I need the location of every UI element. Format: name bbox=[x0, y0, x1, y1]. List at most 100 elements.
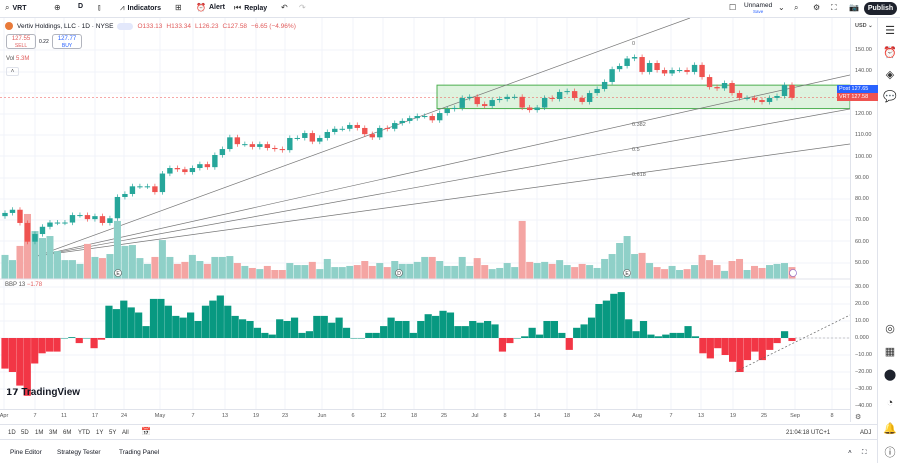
candle[interactable] bbox=[9, 209, 16, 213]
tradingview-logo[interactable]: 𝟭𝟳 TradingView bbox=[6, 387, 81, 398]
candle[interactable] bbox=[204, 164, 211, 168]
candle[interactable] bbox=[452, 107, 458, 110]
candle[interactable] bbox=[601, 81, 608, 89]
candle[interactable] bbox=[481, 104, 488, 107]
settings-button[interactable]: ⚙ bbox=[813, 3, 820, 12]
candle[interactable] bbox=[24, 222, 31, 242]
collapse-panel-icon[interactable]: ˄ bbox=[848, 449, 852, 456]
buy-button[interactable]: 127.77 BUY bbox=[52, 34, 82, 49]
alarm-clock-icon[interactable]: ⏰ bbox=[883, 47, 897, 59]
publish-button[interactable]: Publish bbox=[864, 2, 897, 15]
event-marker-dividend[interactable]: D bbox=[395, 269, 403, 278]
candle[interactable] bbox=[317, 137, 323, 142]
candle[interactable] bbox=[377, 127, 383, 138]
candle[interactable] bbox=[654, 62, 660, 71]
candle[interactable] bbox=[264, 144, 271, 148]
candle[interactable] bbox=[519, 96, 525, 108]
candle[interactable] bbox=[496, 98, 503, 101]
event-marker-earnings[interactable]: E bbox=[623, 269, 631, 278]
chart-canvas[interactable]: E D E 0 0.382 0.5 0.618 bbox=[0, 18, 850, 409]
candle[interactable] bbox=[556, 91, 563, 99]
candle[interactable] bbox=[676, 70, 683, 72]
range-button-5d[interactable]: 5D bbox=[21, 430, 29, 436]
candle[interactable] bbox=[714, 87, 720, 89]
fib-fan-line[interactable] bbox=[36, 18, 691, 257]
candle[interactable] bbox=[384, 127, 390, 129]
candle[interactable] bbox=[362, 127, 368, 135]
candle[interactable] bbox=[437, 113, 443, 121]
candle[interactable] bbox=[684, 70, 690, 72]
range-button-ytd[interactable]: YTD bbox=[78, 430, 90, 436]
candle[interactable] bbox=[159, 173, 166, 193]
chat-icon[interactable]: 💬 bbox=[883, 91, 897, 103]
candle[interactable] bbox=[504, 96, 510, 99]
bell-icon[interactable]: 🔔 bbox=[883, 423, 897, 435]
help-icon[interactable]: ⓘ bbox=[884, 447, 896, 459]
adjust-button[interactable]: ADJ bbox=[860, 430, 872, 436]
candle[interactable] bbox=[347, 124, 353, 129]
alert-button[interactable]: ⏰ Alert bbox=[196, 3, 225, 12]
compare-button[interactable]: ⊕ bbox=[54, 3, 61, 12]
range-button-6m[interactable]: 6M bbox=[63, 430, 72, 436]
candle[interactable] bbox=[279, 149, 286, 151]
candle[interactable] bbox=[549, 97, 555, 99]
candle[interactable] bbox=[579, 97, 585, 102]
candle[interactable] bbox=[526, 107, 533, 111]
candle[interactable] bbox=[369, 134, 375, 138]
candle[interactable] bbox=[92, 216, 98, 220]
candle[interactable] bbox=[444, 109, 450, 114]
candle[interactable] bbox=[422, 116, 428, 118]
fib-fan-line[interactable] bbox=[36, 74, 850, 257]
candle[interactable] bbox=[39, 226, 46, 235]
candle[interactable] bbox=[114, 196, 121, 219]
candle[interactable] bbox=[594, 88, 600, 94]
candle[interactable] bbox=[511, 96, 518, 98]
candle[interactable] bbox=[189, 168, 196, 173]
candle[interactable] bbox=[332, 128, 338, 133]
apps-grid-icon[interactable]: ⬤ bbox=[883, 369, 897, 381]
candle[interactable] bbox=[586, 93, 593, 102]
redo-button[interactable]: ↷ bbox=[299, 3, 306, 12]
axis-settings-icon[interactable]: ⚙ bbox=[855, 414, 862, 421]
candle[interactable] bbox=[242, 144, 248, 146]
price-axis[interactable]: USD ⌄ 150.00 140.00 120.00 110.00 100.00 90.0… bbox=[837, 18, 878, 422]
event-marker-earnings[interactable]: E bbox=[114, 269, 122, 278]
candle[interactable] bbox=[219, 149, 226, 156]
candle[interactable] bbox=[294, 137, 301, 139]
session-toggle[interactable] bbox=[117, 22, 134, 30]
candle[interactable] bbox=[706, 77, 713, 88]
candle[interactable] bbox=[736, 93, 743, 98]
candle[interactable] bbox=[99, 216, 106, 223]
candle[interactable] bbox=[324, 132, 330, 138]
candle[interactable] bbox=[534, 107, 540, 111]
indicators-button[interactable]: ⩘ Indicators bbox=[120, 3, 161, 12]
candle[interactable] bbox=[107, 218, 113, 223]
fib-fan-line[interactable] bbox=[36, 143, 850, 257]
candle[interactable] bbox=[69, 215, 76, 223]
layout-name[interactable]: Unnamed Save bbox=[744, 2, 773, 14]
candle[interactable] bbox=[646, 62, 653, 72]
candle[interactable] bbox=[182, 169, 188, 173]
range-button-all[interactable]: All bbox=[122, 430, 129, 436]
symbol-search-button[interactable]: ⌕ VRT bbox=[5, 3, 27, 12]
candle[interactable] bbox=[302, 133, 308, 138]
candle[interactable] bbox=[691, 64, 698, 72]
candle[interactable] bbox=[639, 57, 645, 72]
candle[interactable] bbox=[661, 70, 668, 74]
range-button-5y[interactable]: 5Y bbox=[109, 430, 117, 436]
candle[interactable] bbox=[234, 137, 241, 145]
split-flash-icon[interactable] bbox=[789, 269, 797, 277]
candle[interactable] bbox=[17, 209, 23, 223]
tab-strategy-tester[interactable]: Strategy Tester bbox=[57, 449, 101, 456]
candle[interactable] bbox=[152, 186, 158, 193]
candle[interactable] bbox=[197, 164, 203, 169]
candle[interactable] bbox=[54, 222, 61, 224]
candle[interactable] bbox=[751, 97, 758, 101]
sell-button[interactable]: 127.55 SELL bbox=[6, 34, 36, 49]
calendar-icon[interactable]: ▦ bbox=[884, 346, 896, 358]
time-axis[interactable]: Apr 7 11 17 24 May 7 13 19 23 Jun 6 12 18 25 Jul 8 14 18 24… bbox=[0, 409, 850, 422]
candle[interactable] bbox=[759, 100, 765, 102]
undo-button[interactable]: ↶ bbox=[281, 3, 288, 12]
candle[interactable] bbox=[624, 58, 630, 66]
layout-button[interactable]: ☐ bbox=[729, 3, 736, 12]
